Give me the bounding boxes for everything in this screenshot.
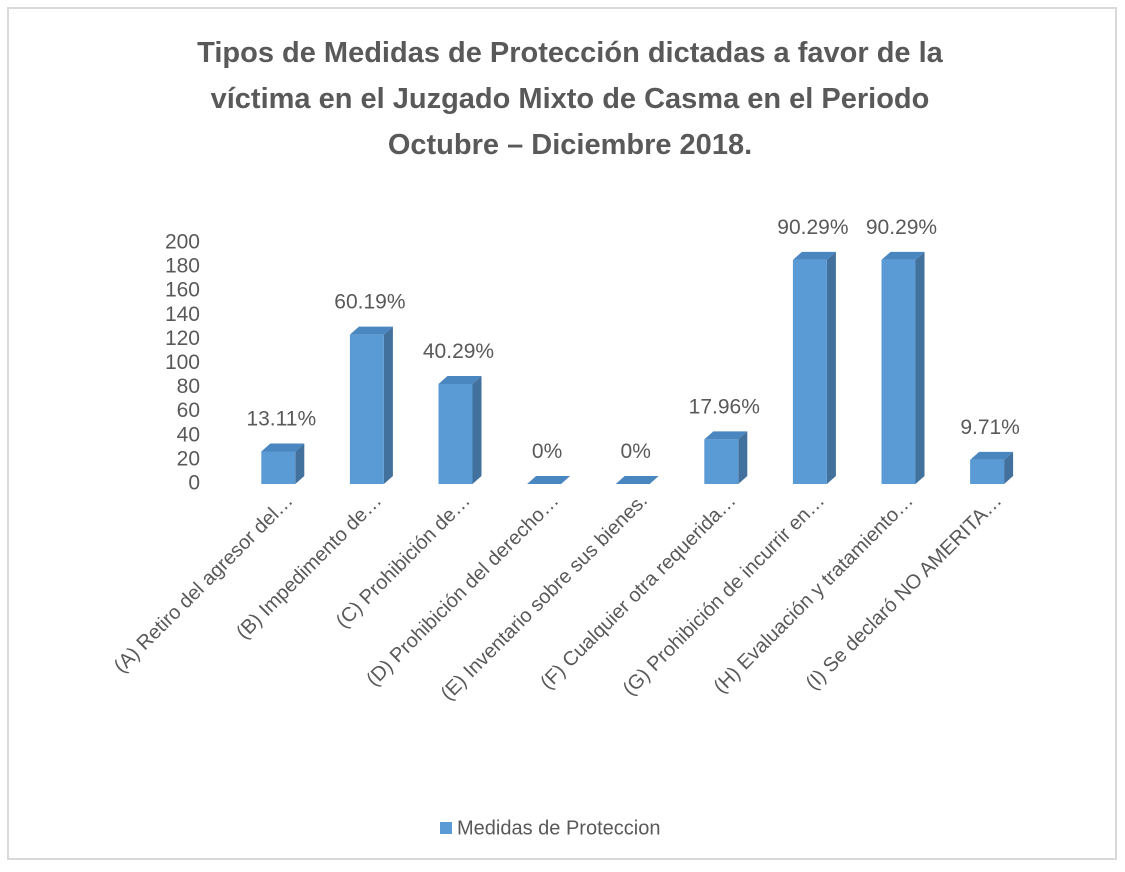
bar-top (349, 326, 393, 335)
data-label: 90.29% (866, 216, 937, 239)
bar-top (438, 375, 482, 384)
bar-side (472, 375, 482, 484)
y-tick-label: 100 (165, 351, 200, 374)
bar-top (881, 251, 925, 260)
bar-top (527, 476, 571, 484)
bar-front (438, 383, 473, 484)
bar-top (704, 431, 748, 440)
data-label: 13.11% (246, 407, 316, 430)
bar (881, 251, 925, 484)
bar-top (261, 443, 305, 452)
data-label: 9.71% (960, 416, 1020, 439)
chart-border (7, 7, 1117, 860)
chart-title: Tipos de Medidas de Protección dictadas … (197, 37, 944, 69)
bar (704, 431, 748, 484)
legend-swatch (440, 822, 452, 834)
data-label: 17.96% (689, 395, 760, 418)
bar (615, 476, 659, 484)
y-tick-label: 160 (165, 279, 200, 302)
data-label: 60.19% (334, 291, 405, 314)
bar-front (704, 439, 739, 484)
bar-front (261, 451, 296, 484)
bar (792, 251, 836, 484)
bar-side (915, 251, 925, 484)
y-tick-label: 60 (177, 399, 200, 422)
bar-side (738, 431, 748, 484)
y-tick-label: 140 (165, 303, 200, 326)
bar (527, 476, 571, 484)
bar (970, 451, 1014, 484)
data-label: 90.29% (777, 216, 848, 239)
data-label: 0% (621, 440, 651, 463)
bar-top (970, 451, 1014, 460)
bar (438, 375, 482, 484)
bar-front (792, 259, 827, 484)
bar-front (881, 259, 916, 484)
y-tick-label: 40 (177, 423, 200, 446)
bar (261, 443, 305, 484)
data-label: 0% (532, 440, 562, 463)
data-label: 40.29% (423, 340, 494, 363)
legend-label: Medidas de Proteccion (457, 817, 660, 839)
y-tick-label: 180 (165, 255, 200, 278)
y-tick-label: 20 (177, 447, 200, 470)
chart-title: Octubre – Diciembre 2018. (388, 129, 752, 161)
bar-front (349, 334, 384, 484)
bar (349, 326, 393, 484)
chart-title: víctima en el Juzgado Mixto de Casma en … (211, 83, 930, 115)
bar-top (792, 251, 836, 260)
bar-top (615, 476, 659, 484)
bar-side (1004, 451, 1014, 484)
bar-side (826, 251, 836, 484)
bar-side (295, 443, 305, 484)
y-tick-label: 200 (165, 231, 200, 254)
y-tick-label: 0 (188, 472, 200, 495)
y-tick-label: 80 (177, 375, 200, 398)
y-tick-label: 120 (165, 327, 200, 350)
bar-front (970, 459, 1005, 484)
bar-side (383, 326, 393, 484)
